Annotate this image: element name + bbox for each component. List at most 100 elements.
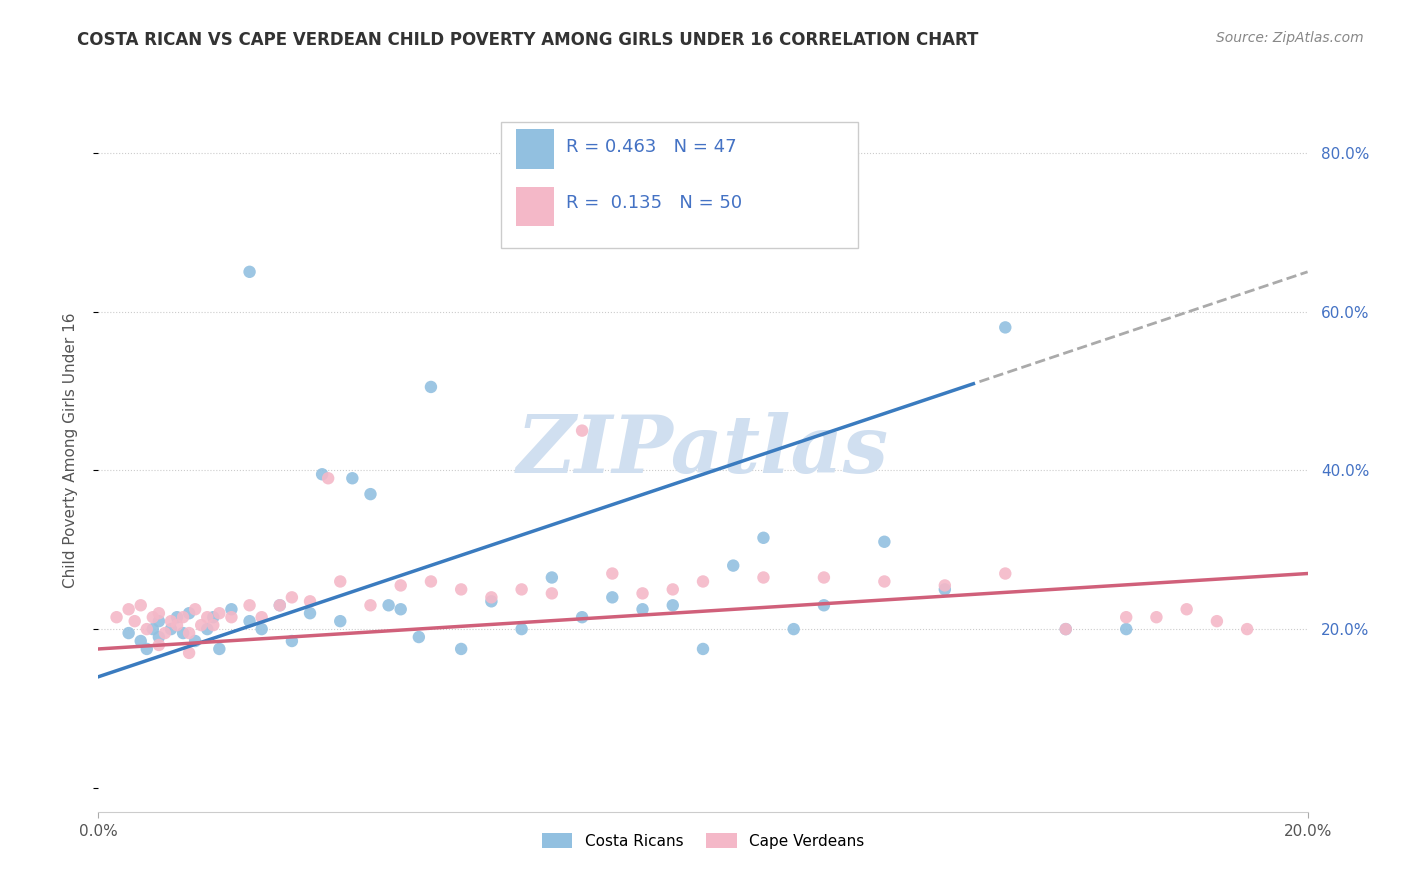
Point [142,622,165,636]
Point [184,634,207,648]
Point [692,574,714,589]
Point [118,626,141,640]
Point [602,566,624,581]
Point [631,586,654,600]
Bar [516,186,554,227]
Point [239,614,262,628]
Point [723,558,745,573]
Point [752,570,775,584]
Point [172,610,194,624]
Point [281,634,304,648]
Point [510,582,533,597]
Bar [516,129,554,169]
Point [1206,614,1229,628]
Point [408,630,430,644]
Point [540,586,562,600]
Point [540,570,562,584]
Legend: Costa Ricans, Cape Verdeans: Costa Ricans, Cape Verdeans [536,827,870,855]
Y-axis label: Child Poverty Among Girls Under 16: Child Poverty Among Girls Under 16 [63,313,77,588]
Point [250,610,273,624]
FancyBboxPatch shape [501,121,858,248]
Point [450,642,472,657]
Point [239,599,262,613]
Point [179,606,201,620]
Point [195,622,218,636]
Point [316,471,339,485]
Point [184,602,207,616]
Point [1115,622,1137,636]
Point [934,582,956,597]
Point [166,618,188,632]
Point [571,424,593,438]
Point [221,602,243,616]
Point [873,574,896,589]
Point [142,610,165,624]
Point [153,626,176,640]
Text: ZIPatlas: ZIPatlas [517,412,889,489]
Point [481,594,503,608]
Point [783,622,806,636]
Point [129,634,152,648]
Point [813,570,835,584]
Point [135,642,157,657]
Point [994,320,1017,334]
Point [160,614,183,628]
Point [118,602,141,616]
Point [934,578,956,592]
Point [377,599,399,613]
Text: R = 0.463   N = 47: R = 0.463 N = 47 [567,137,737,155]
Text: R =  0.135   N = 50: R = 0.135 N = 50 [567,194,742,212]
Point [179,626,201,640]
Point [166,610,188,624]
Point [208,642,231,657]
Point [172,626,194,640]
Point [1236,622,1258,636]
Text: Source: ZipAtlas.com: Source: ZipAtlas.com [1216,31,1364,45]
Point [311,467,333,482]
Point [269,599,291,613]
Point [124,614,146,628]
Point [221,610,243,624]
Point [135,622,157,636]
Point [873,534,896,549]
Point [148,606,170,620]
Point [329,574,352,589]
Point [481,591,503,605]
Point [692,642,714,657]
Point [269,599,291,613]
Point [813,599,835,613]
Point [661,582,683,597]
Point [202,610,225,624]
Point [179,646,201,660]
Point [105,610,128,624]
Point [450,582,472,597]
Point [250,622,273,636]
Point [994,566,1017,581]
Point [195,610,218,624]
Point [1054,622,1077,636]
Point [281,591,304,605]
Point [329,614,352,628]
Point [1144,610,1167,624]
Point [148,638,170,652]
Point [360,487,382,501]
Text: COSTA RICAN VS CAPE VERDEAN CHILD POVERTY AMONG GIRLS UNDER 16 CORRELATION CHART: COSTA RICAN VS CAPE VERDEAN CHILD POVERT… [77,31,979,49]
Point [208,606,231,620]
Point [571,610,593,624]
Point [631,602,654,616]
Point [148,614,170,628]
Point [420,574,443,589]
Point [129,599,152,613]
Point [299,606,322,620]
Point [602,591,624,605]
Point [299,594,322,608]
Point [190,618,212,632]
Point [420,380,443,394]
Point [160,622,183,636]
Point [239,265,262,279]
Point [510,622,533,636]
Point [148,630,170,644]
Point [389,602,412,616]
Point [1054,622,1077,636]
Point [752,531,775,545]
